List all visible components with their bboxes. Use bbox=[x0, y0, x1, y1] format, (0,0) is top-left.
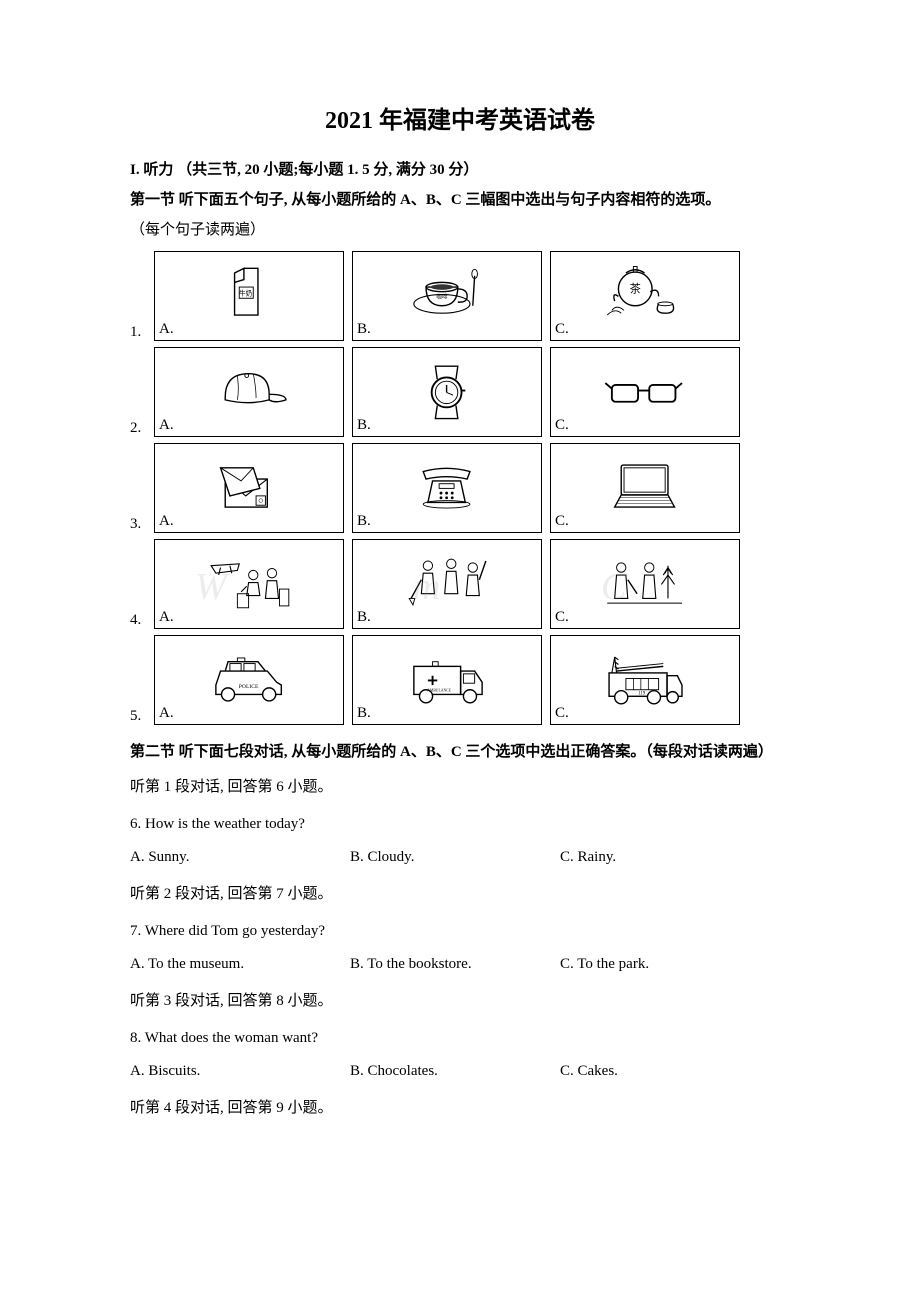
tea-icon: 茶 bbox=[560, 259, 729, 334]
option-c-box: C. bbox=[550, 347, 740, 437]
option-label-a: A. bbox=[159, 417, 174, 434]
answer-options: A. Sunny. B. Cloudy. C. Rainy. bbox=[130, 841, 790, 874]
svg-text:POLICE: POLICE bbox=[239, 683, 259, 689]
dialogue-intro: 听第 1 段对话, 回答第 6 小题。 bbox=[130, 771, 790, 804]
cleaning-icon bbox=[362, 547, 531, 622]
option-label-b: B. bbox=[357, 321, 371, 338]
option-c: C. Cakes. bbox=[560, 1055, 790, 1088]
travel-icon bbox=[164, 547, 333, 622]
option-a-box: A. bbox=[154, 347, 344, 437]
coffee-icon: 咖啡 bbox=[362, 259, 531, 334]
option-label-b: B. bbox=[357, 417, 371, 434]
question-number: 5. bbox=[130, 708, 146, 725]
option-a-box: A. 牛奶 bbox=[154, 251, 344, 341]
telephone-icon bbox=[362, 451, 531, 526]
option-a: A. To the museum. bbox=[130, 948, 350, 981]
picture-question-row: 4. A. W B. m C. bbox=[130, 539, 790, 629]
firetruck-icon: 119 bbox=[560, 643, 729, 718]
option-a-box: A. bbox=[154, 443, 344, 533]
answer-options: A. To the museum. B. To the bookstore. C… bbox=[130, 948, 790, 981]
option-label-c: C. bbox=[555, 609, 569, 626]
police-car-icon: POLICE bbox=[164, 643, 333, 718]
answer-options: A. Biscuits. B. Chocolates. C. Cakes. bbox=[130, 1055, 790, 1088]
watch-icon bbox=[362, 355, 531, 430]
option-a-box: A. W bbox=[154, 539, 344, 629]
option-label-c: C. bbox=[555, 417, 569, 434]
glasses-icon bbox=[560, 355, 729, 430]
part1-instruction: 第一节 听下面五个句子, 从每小题所给的 A、B、C 三幅图中选出与句子内容相符… bbox=[130, 185, 790, 215]
picture-question-row: 2. A. B. C. bbox=[130, 347, 790, 437]
question-text: 6. How is the weather today? bbox=[130, 808, 790, 841]
exam-title: 2021 年福建中考英语试卷 bbox=[130, 100, 790, 135]
picture-question-row: 1. A. 牛奶 B. 咖啡 C. 茶 bbox=[130, 251, 790, 341]
picture-question-row: 5. A. POLICE B. AMBULANCE C. bbox=[130, 635, 790, 725]
cap-icon bbox=[164, 355, 333, 430]
svg-text:牛奶: 牛奶 bbox=[240, 288, 254, 297]
laptop-icon bbox=[560, 451, 729, 526]
picture-question-row: 3. A. B. C. bbox=[130, 443, 790, 533]
question-text: 8. What does the woman want? bbox=[130, 1022, 790, 1055]
dialogue-intro: 听第 4 段对话, 回答第 9 小题。 bbox=[130, 1092, 790, 1125]
option-label-a: A. bbox=[159, 705, 174, 722]
svg-text:119: 119 bbox=[639, 691, 646, 696]
svg-text:茶: 茶 bbox=[630, 282, 641, 295]
option-b-box: B. AMBULANCE bbox=[352, 635, 542, 725]
option-b-box: B. bbox=[352, 443, 542, 533]
dialogue-intro: 听第 3 段对话, 回答第 8 小题。 bbox=[130, 985, 790, 1018]
option-c: C. Rainy. bbox=[560, 841, 790, 874]
option-b: B. To the bookstore. bbox=[350, 948, 560, 981]
part2-instruction: 第二节 听下面七段对话, 从每小题所给的 A、B、C 三个选项中选出正确答案。（… bbox=[130, 737, 790, 767]
svg-text:咖啡: 咖啡 bbox=[437, 292, 449, 300]
option-a: A. Biscuits. bbox=[130, 1055, 350, 1088]
option-label-a: A. bbox=[159, 513, 174, 530]
option-label-b: B. bbox=[357, 609, 371, 626]
question-number: 2. bbox=[130, 420, 146, 437]
option-b-box: B. m bbox=[352, 539, 542, 629]
part1-sub: （每个句子读两遍） bbox=[130, 215, 790, 245]
option-a: A. Sunny. bbox=[130, 841, 350, 874]
option-b-box: B. bbox=[352, 347, 542, 437]
option-label-b: B. bbox=[357, 513, 371, 530]
option-c-box: C. 茶 bbox=[550, 251, 740, 341]
option-c: C. To the park. bbox=[560, 948, 790, 981]
option-c-box: C. C bbox=[550, 539, 740, 629]
option-c-box: C. bbox=[550, 443, 740, 533]
letter-icon bbox=[164, 451, 333, 526]
svg-text:AMBULANCE: AMBULANCE bbox=[428, 688, 452, 692]
option-label-a: A. bbox=[159, 321, 174, 338]
ambulance-icon: AMBULANCE bbox=[362, 643, 531, 718]
option-b: B. Chocolates. bbox=[350, 1055, 560, 1088]
option-label-c: C. bbox=[555, 705, 569, 722]
question-number: 4. bbox=[130, 612, 146, 629]
question-text: 7. Where did Tom go yesterday? bbox=[130, 915, 790, 948]
dialogue-intro: 听第 2 段对话, 回答第 7 小题。 bbox=[130, 878, 790, 911]
option-label-b: B. bbox=[357, 705, 371, 722]
planting-icon bbox=[560, 547, 729, 622]
option-b: B. Cloudy. bbox=[350, 841, 560, 874]
option-label-a: A. bbox=[159, 609, 174, 626]
option-b-box: B. 咖啡 bbox=[352, 251, 542, 341]
section1-header: I. 听力 （共三节, 20 小题;每小题 1. 5 分, 满分 30 分） bbox=[130, 155, 790, 185]
question-number: 3. bbox=[130, 516, 146, 533]
option-label-c: C. bbox=[555, 513, 569, 530]
question-number: 1. bbox=[130, 324, 146, 341]
milk-icon: 牛奶 bbox=[164, 259, 333, 334]
option-a-box: A. POLICE bbox=[154, 635, 344, 725]
option-c-box: C. 119 bbox=[550, 635, 740, 725]
option-label-c: C. bbox=[555, 321, 569, 338]
